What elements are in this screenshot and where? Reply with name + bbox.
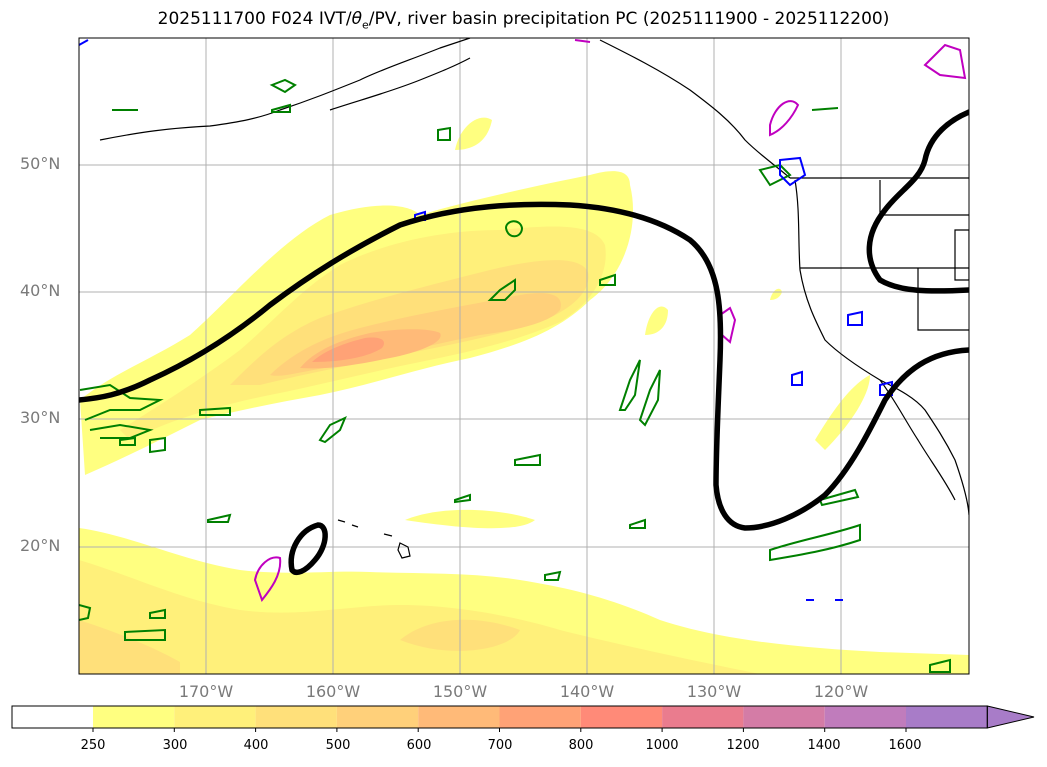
colorbar-segment [580, 706, 663, 728]
state-border-4 [954, 229, 969, 281]
colorbar-segment [906, 706, 988, 728]
alaska-coast-2 [329, 57, 471, 111]
coastlines [99, 38, 969, 559]
colorbar-tick-label: 1200 [726, 738, 760, 753]
ivt-patch [815, 375, 870, 450]
bc-coast [599, 39, 791, 179]
lon-label-120w: 120°W [813, 682, 869, 701]
theta-e-loop [288, 522, 328, 575]
colorbar-segment [174, 706, 256, 728]
lat-label-30n: 30°N [20, 408, 61, 427]
colorbar-tick-label: 1600 [888, 738, 922, 753]
colorbar-segment [499, 706, 581, 728]
us-west-coast [794, 179, 969, 516]
map-title: 2025111700 F024 IVT/θe/PV, river basin p… [157, 9, 890, 32]
lat-label-40n: 40°N [20, 281, 61, 300]
colorbar-segment [743, 706, 825, 728]
colorbar-tick-label: 400 [243, 738, 269, 753]
colorbar-tick-label: 800 [568, 738, 594, 753]
theta-e-contours [79, 109, 969, 575]
colorbar-tick-label: 300 [162, 738, 188, 753]
pv-magenta-contours [253, 39, 967, 603]
hawaii [337, 519, 411, 559]
colorbar-segment [255, 706, 337, 728]
ivt-shading [79, 117, 969, 674]
ivt-patch [405, 509, 535, 529]
lon-label-160w: 160°W [305, 682, 361, 701]
pv-green-contours [79, 78, 951, 673]
theta-e-main [79, 201, 969, 531]
colorbar-extend-arrow [986, 705, 1035, 729]
colorbar-segment [418, 706, 500, 728]
ivt-band-south-300 [79, 560, 760, 674]
lon-label-170w: 170°W [178, 682, 234, 701]
colorbar-segment [336, 706, 419, 728]
colorbar-segment [662, 706, 744, 728]
colorbar-tick-label: 250 [80, 738, 106, 753]
ivt-band-700 [312, 337, 385, 362]
theta-e-north [866, 109, 969, 294]
colorbar [11, 705, 1035, 732]
colorbar-tick-label: 1400 [807, 738, 841, 753]
lon-label-150w: 150°W [432, 682, 488, 701]
lon-label-140w: 140°W [559, 682, 615, 701]
ivt-patch [770, 288, 782, 300]
colorbar-tick-label: 500 [325, 738, 351, 753]
lon-label-130w: 130°W [686, 682, 742, 701]
pv-contours [79, 39, 967, 673]
alaska-coast [99, 38, 471, 141]
colorbar-segment [12, 706, 93, 728]
ivt-band-south-400 [79, 620, 180, 674]
map-frame [78, 37, 970, 675]
baja [879, 379, 956, 501]
lat-label-50n: 50°N [20, 154, 61, 173]
lat-label-20n: 20°N [20, 536, 61, 555]
colorbar-tick-label: 700 [487, 738, 513, 753]
colorbar-tick-label: 1000 [645, 738, 679, 753]
colorbar-segment [824, 706, 906, 728]
ivt-patch [455, 117, 492, 150]
colorbar-tick-label: 600 [406, 738, 432, 753]
colorbar-segment [93, 706, 175, 728]
map-area [79, 38, 969, 674]
graticule [79, 38, 969, 674]
ivt-patch [645, 306, 668, 335]
state-border-3 [917, 268, 969, 331]
